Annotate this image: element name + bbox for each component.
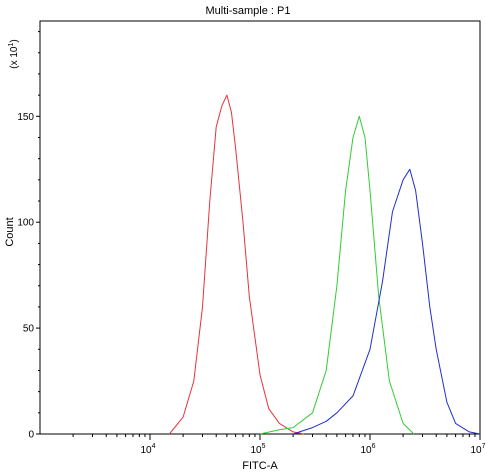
y-tick-label-2: 100 [17,218,34,229]
y-tick-label-0: 0 [28,430,34,441]
chart-title: Multi-sample : P1 [206,5,291,17]
y-multiplier-label: (x 101) [8,39,20,68]
x-tick-label-0: 104 [140,443,155,456]
y-tick-label-3: 150 [17,112,34,123]
series-line-1 [259,115,415,435]
y-axis-label: Count [4,217,16,246]
x-axis-label: FITC-A [242,460,278,472]
x-axis-ticks: 104 105 106 107 [72,434,486,456]
series-line-2 [292,168,481,435]
x-tick-label-1: 105 [250,443,265,456]
series-line-0 [169,94,304,435]
x-tick-label-2: 106 [360,443,375,456]
y-tick-label-1: 50 [23,324,35,335]
y-axis-ticks: 0 50 100 150 [17,31,40,441]
series-layer [169,94,481,435]
x-tick-label-3: 107 [470,443,485,456]
